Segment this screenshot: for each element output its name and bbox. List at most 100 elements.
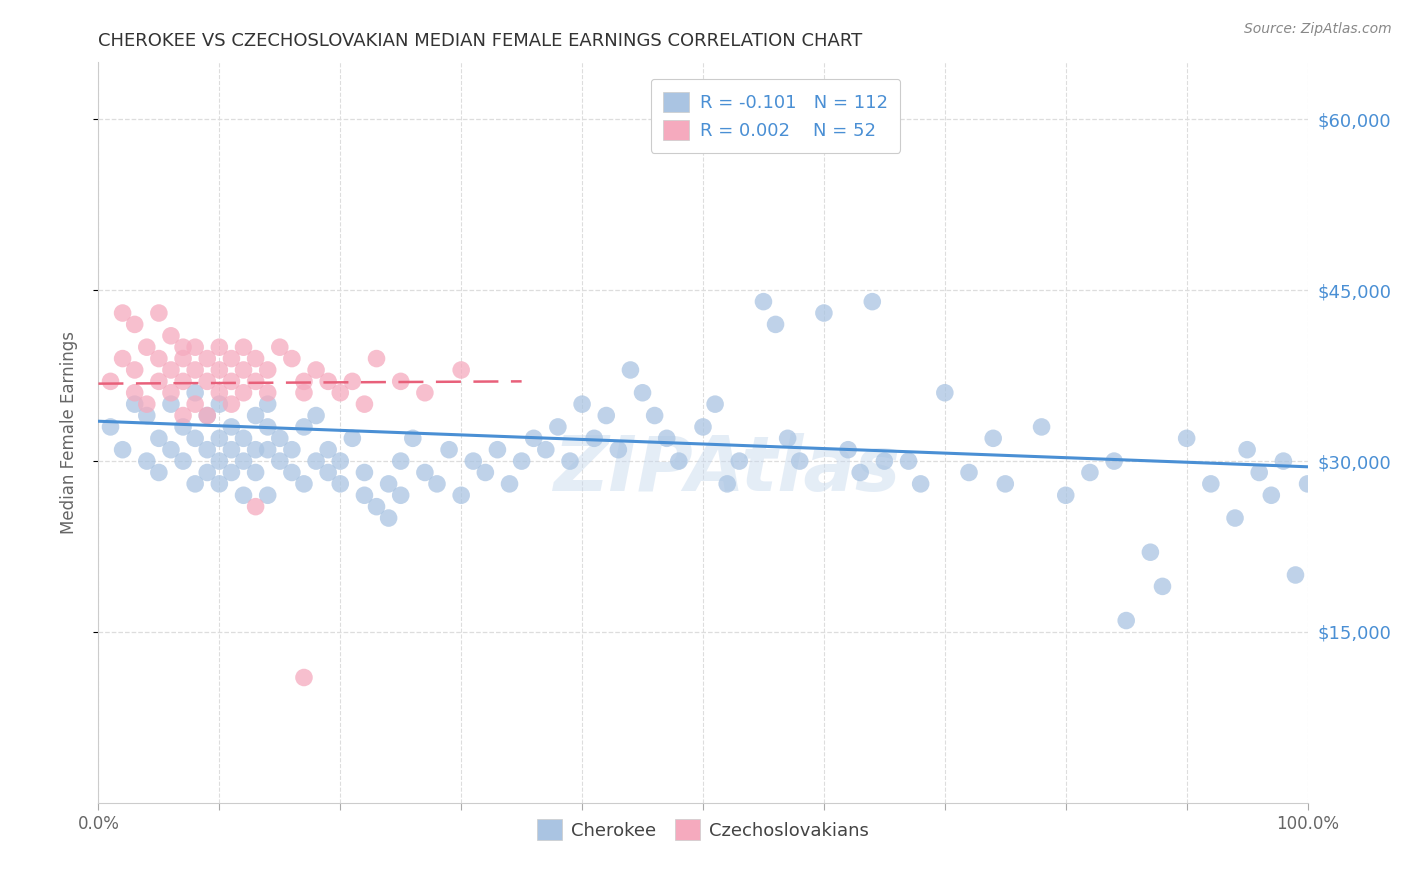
Point — [1236, 442, 1258, 457]
Point — [245, 442, 267, 457]
Point — [269, 454, 291, 468]
Point — [1223, 511, 1246, 525]
Point — [849, 466, 872, 480]
Point — [934, 385, 956, 400]
Point — [232, 454, 254, 468]
Point — [558, 454, 581, 468]
Point — [897, 454, 920, 468]
Point — [256, 363, 278, 377]
Point — [305, 409, 328, 423]
Point — [752, 294, 775, 309]
Point — [547, 420, 569, 434]
Point — [583, 431, 606, 445]
Point — [256, 420, 278, 434]
Point — [668, 454, 690, 468]
Point — [655, 431, 678, 445]
Point — [195, 442, 218, 457]
Point — [208, 340, 231, 354]
Point — [111, 442, 134, 457]
Point — [256, 488, 278, 502]
Point — [221, 420, 243, 434]
Point — [135, 340, 157, 354]
Point — [245, 500, 267, 514]
Point — [124, 397, 146, 411]
Point — [329, 476, 352, 491]
Point — [353, 488, 375, 502]
Point — [765, 318, 787, 332]
Point — [704, 397, 727, 411]
Point — [208, 363, 231, 377]
Point — [1031, 420, 1053, 434]
Point — [135, 397, 157, 411]
Point — [292, 420, 315, 434]
Point — [172, 375, 194, 389]
Point — [148, 375, 170, 389]
Point — [1260, 488, 1282, 502]
Point — [195, 466, 218, 480]
Point — [498, 476, 520, 491]
Point — [837, 442, 859, 457]
Point — [728, 454, 751, 468]
Point — [245, 466, 267, 480]
Point — [1139, 545, 1161, 559]
Point — [184, 340, 207, 354]
Point — [208, 431, 231, 445]
Point — [172, 409, 194, 423]
Point — [631, 385, 654, 400]
Point — [377, 476, 399, 491]
Point — [208, 476, 231, 491]
Point — [245, 409, 267, 423]
Point — [571, 397, 593, 411]
Point — [366, 351, 388, 366]
Point — [184, 431, 207, 445]
Point — [184, 363, 207, 377]
Point — [860, 294, 883, 309]
Point — [148, 306, 170, 320]
Point — [1115, 614, 1137, 628]
Point — [269, 431, 291, 445]
Point — [232, 488, 254, 502]
Point — [1284, 568, 1306, 582]
Point — [389, 488, 412, 502]
Point — [692, 420, 714, 434]
Point — [463, 454, 485, 468]
Point — [111, 306, 134, 320]
Point — [221, 351, 243, 366]
Text: ZIPAtlas: ZIPAtlas — [554, 433, 901, 507]
Point — [1102, 454, 1125, 468]
Point — [292, 375, 315, 389]
Point — [305, 363, 328, 377]
Point — [329, 385, 352, 400]
Point — [172, 420, 194, 434]
Point — [160, 442, 183, 457]
Point — [981, 431, 1004, 445]
Point — [1175, 431, 1198, 445]
Point — [450, 363, 472, 377]
Point — [366, 500, 388, 514]
Point — [1249, 466, 1271, 480]
Point — [486, 442, 509, 457]
Point — [329, 454, 352, 468]
Point — [342, 375, 364, 389]
Point — [148, 351, 170, 366]
Point — [619, 363, 641, 377]
Point — [160, 397, 183, 411]
Point — [316, 375, 339, 389]
Point — [450, 488, 472, 502]
Point — [172, 351, 194, 366]
Point — [595, 409, 617, 423]
Point — [232, 340, 254, 354]
Point — [184, 397, 207, 411]
Point — [292, 671, 315, 685]
Point — [232, 385, 254, 400]
Point — [184, 476, 207, 491]
Point — [1078, 466, 1101, 480]
Point — [269, 340, 291, 354]
Point — [644, 409, 666, 423]
Point — [281, 466, 304, 480]
Point — [716, 476, 738, 491]
Point — [160, 328, 183, 343]
Point — [172, 454, 194, 468]
Point — [124, 318, 146, 332]
Point — [426, 476, 449, 491]
